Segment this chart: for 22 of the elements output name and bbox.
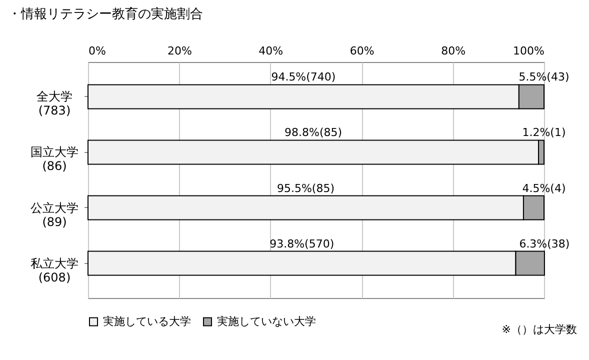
y-tick-label: 国立大学 (86) — [30, 145, 78, 174]
legend-label: 実施していない大学 — [217, 314, 316, 328]
data-label: 6.3%(38) — [519, 237, 570, 250]
text: ※（）は大学数 — [502, 322, 577, 337]
data-label: 93.8%(570) — [270, 237, 334, 250]
data-label: 5.5%(43) — [518, 70, 570, 84]
data-label: 94.5%(740) — [271, 70, 336, 84]
data-label: 1.2%(1) — [522, 126, 566, 140]
data-label: 95.5%(85) — [276, 182, 335, 195]
x-tick-label: 20% — [167, 44, 192, 58]
x-tick-label: 100% — [513, 44, 544, 58]
y-tick-label: 私立大学 (608) — [30, 256, 78, 284]
y-tick-label: 公立大学 (89) — [30, 200, 78, 229]
data-label: 98.8%(85) — [284, 126, 342, 140]
x-tick-label: 0% — [88, 44, 106, 58]
y-tick-label: 全大学 (783) — [36, 90, 72, 118]
chart-title: ・情報リテラシー教育の実施割合 — [8, 6, 203, 22]
legend-label: 実施している大学 — [103, 314, 191, 328]
x-tick-label: 80% — [441, 44, 466, 58]
x-tick-label: 40% — [258, 44, 284, 58]
x-tick-label: 60% — [350, 44, 374, 58]
data-label: 4.5%(4) — [522, 182, 566, 195]
